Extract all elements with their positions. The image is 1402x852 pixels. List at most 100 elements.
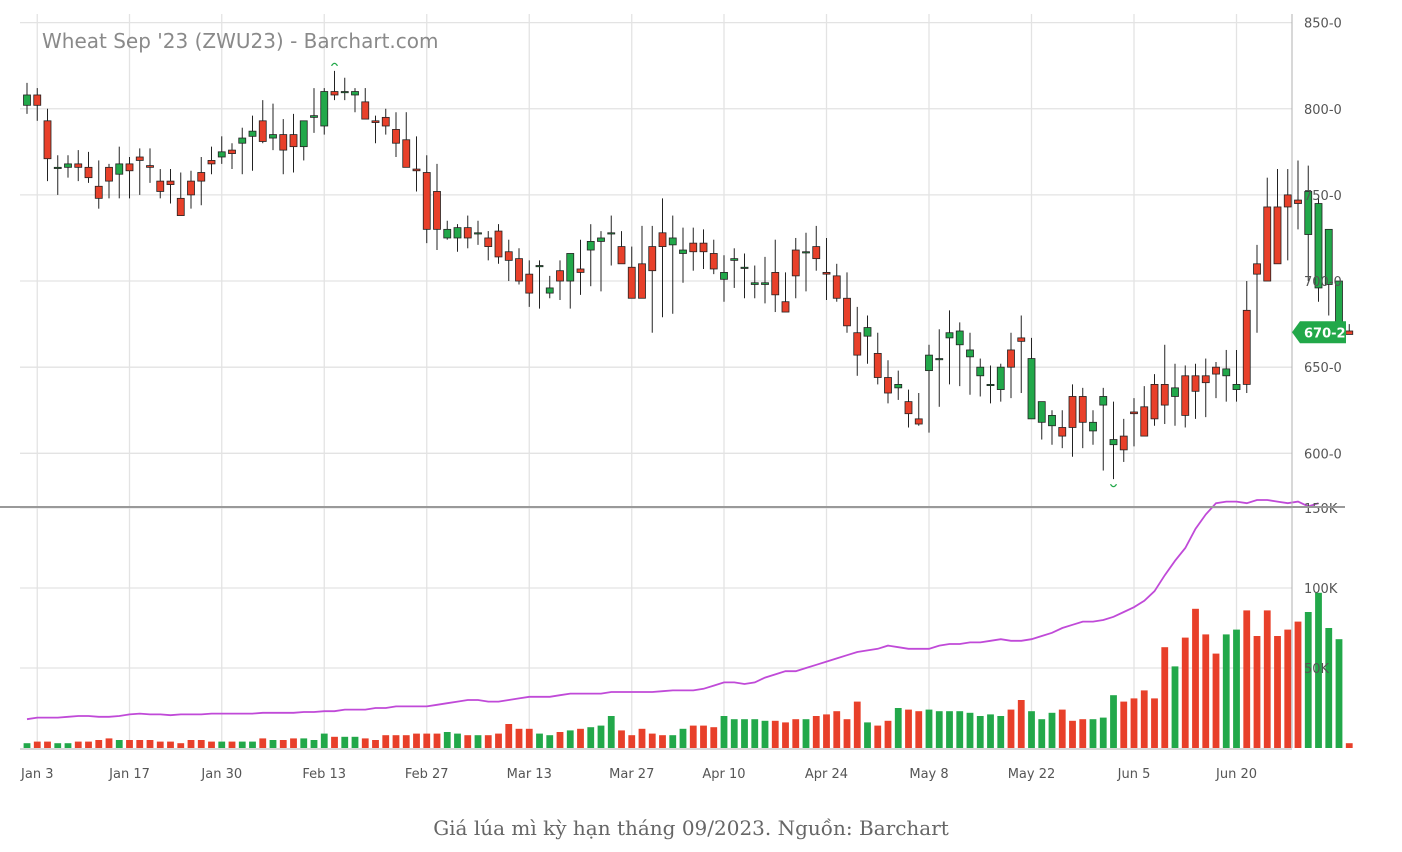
candle — [381, 108, 390, 135]
candle — [1212, 362, 1220, 399]
candle-body — [504, 251, 513, 261]
candle-body — [351, 91, 359, 96]
volume-bar — [741, 719, 748, 748]
volume-bar — [1007, 709, 1015, 748]
price-tick-label: 700-0 — [1304, 275, 1342, 290]
candle — [1191, 363, 1200, 419]
candle-body — [966, 349, 974, 358]
candle — [1160, 344, 1169, 425]
volume-bar — [382, 735, 390, 748]
candle — [607, 215, 616, 266]
candle — [392, 112, 400, 157]
candle — [351, 88, 359, 113]
candle — [1201, 358, 1210, 418]
candle-body — [1181, 375, 1190, 416]
candle-body — [822, 272, 831, 275]
candle — [23, 82, 31, 114]
candle-body — [638, 263, 646, 299]
candle-body — [258, 120, 267, 142]
candle-body — [392, 129, 400, 144]
volume-bar — [1079, 719, 1087, 748]
candle-body — [33, 94, 42, 106]
volume-tick-label: 50K — [1304, 662, 1330, 677]
candle — [638, 225, 646, 299]
volume-bar — [1345, 743, 1353, 748]
candle-body — [955, 330, 964, 346]
candle — [371, 115, 380, 144]
volume-bar — [792, 719, 800, 748]
volume-bar — [843, 719, 851, 748]
candle-body — [207, 160, 216, 165]
volume-bar — [997, 716, 1005, 748]
candle-body — [53, 166, 62, 169]
candle-body — [627, 266, 636, 299]
candle — [33, 88, 42, 121]
volume-bar — [1017, 700, 1025, 748]
candle — [740, 253, 749, 299]
candle — [1253, 244, 1261, 333]
candle-body — [515, 258, 523, 282]
volume-bar — [238, 741, 246, 748]
volume-bar — [146, 740, 154, 748]
candle-body — [576, 268, 585, 273]
candle — [156, 169, 165, 199]
price-tick-label: 850-0 — [1304, 17, 1342, 32]
candle — [64, 155, 72, 178]
candle-body — [74, 163, 83, 168]
x-tick-label: Jun 20 — [1215, 767, 1257, 782]
volume-bar — [782, 722, 789, 748]
candle — [1273, 169, 1282, 265]
volume-bar — [812, 716, 820, 748]
candle-body — [689, 242, 698, 253]
candle-body — [873, 352, 882, 378]
candle-body — [217, 151, 226, 158]
last-price-badge-shape — [1292, 321, 1346, 344]
candle — [1181, 365, 1190, 428]
candle-body — [402, 139, 411, 168]
candle — [904, 389, 913, 428]
candle-body — [556, 270, 564, 282]
volume-bar — [433, 733, 441, 748]
candle — [228, 143, 236, 170]
candle — [207, 146, 216, 175]
volume-bar — [864, 722, 871, 748]
candle-body — [586, 241, 595, 251]
candle-body — [156, 180, 165, 192]
value-badges: 670-2 143K3K — [1292, 0, 1346, 344]
price-candles — [23, 70, 1354, 480]
volume-bar — [1325, 628, 1333, 748]
volume-bar — [1120, 701, 1128, 748]
candle — [258, 100, 267, 144]
volume-bar — [269, 740, 277, 748]
candle-body — [597, 237, 605, 242]
price-tick-label: 800-0 — [1304, 103, 1342, 118]
candle — [453, 224, 462, 252]
volume-bar — [228, 741, 236, 748]
candle-body — [422, 172, 431, 230]
candle — [761, 256, 769, 304]
candle — [996, 363, 1005, 402]
candle-body — [228, 149, 236, 154]
volume-bar — [208, 741, 215, 748]
candle — [1089, 410, 1097, 445]
volume-bar — [905, 709, 912, 748]
candle — [709, 239, 718, 275]
candle — [627, 246, 636, 299]
candle — [1099, 387, 1108, 471]
volume-bar — [372, 740, 379, 748]
candle — [1263, 177, 1272, 282]
volume-bar — [1069, 720, 1076, 748]
candle-body — [84, 166, 93, 179]
candle — [504, 239, 513, 282]
volume-bar — [115, 740, 123, 748]
candle-body — [1191, 375, 1200, 392]
volume-bar — [1151, 698, 1158, 748]
volume-bar — [1038, 719, 1046, 748]
candle — [1027, 337, 1036, 420]
volume-bar — [33, 741, 41, 748]
candle — [802, 232, 810, 292]
candle-body — [453, 227, 462, 239]
candle-body — [474, 232, 482, 235]
x-tick-label: Jan 17 — [108, 767, 150, 782]
candle — [648, 225, 657, 333]
